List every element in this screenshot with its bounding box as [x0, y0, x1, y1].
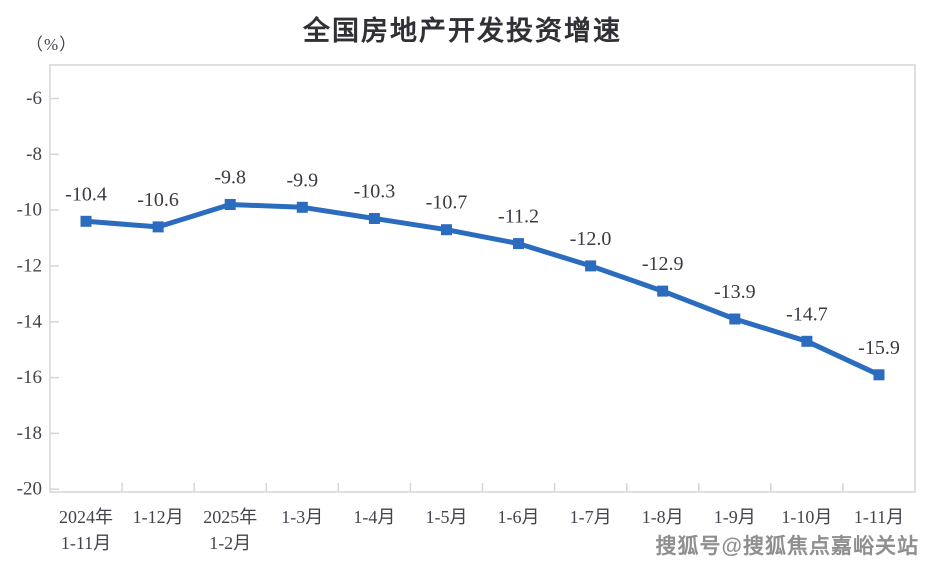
data-point-marker: [224, 199, 236, 210]
x-tick-label: 1-10月: [781, 507, 832, 527]
x-tick-label: 1-6月: [498, 507, 540, 527]
data-point-marker: [801, 335, 813, 347]
data-point-marker: [441, 224, 452, 236]
data-point-marker: [729, 313, 741, 325]
plot-border: [49, 64, 916, 493]
data-point-label: -9.9: [286, 169, 318, 191]
data-point-marker: [657, 285, 669, 297]
data-point-label: -10.3: [354, 181, 396, 203]
x-tick-label: 1-12月: [133, 507, 184, 527]
data-point-marker: [585, 260, 597, 272]
data-point-label: -12.0: [570, 228, 612, 250]
data-point-label: -14.7: [786, 303, 828, 325]
x-tick-label: 2024年: [59, 507, 113, 527]
series-line: [83, 202, 882, 378]
data-point-label: -10.6: [137, 189, 179, 211]
x-tick-label: 1-4月: [353, 507, 395, 527]
data-point-label: -10.7: [426, 192, 468, 214]
watermark: 搜狐号@搜狐焦点嘉峪关站: [655, 535, 919, 558]
y-tick-label: -20: [17, 479, 42, 500]
y-tick-label: -8: [26, 144, 42, 165]
y-tick-label: -14: [17, 311, 43, 332]
y-tick-label: -10: [17, 200, 42, 221]
chart-title: 全国房地产开发投资增速: [303, 16, 622, 46]
data-point-marker: [513, 238, 524, 250]
data-point-label: -11.2: [498, 206, 539, 228]
data-point-label: -9.8: [214, 167, 246, 189]
data-point-marker: [873, 369, 885, 381]
y-tick-label: -18: [17, 423, 42, 444]
data-point-label: -10.4: [65, 183, 107, 205]
x-tick-label: 1-8月: [642, 507, 684, 527]
data-point-label: -15.9: [858, 337, 900, 359]
x-tick-label: 1-2月: [209, 533, 251, 553]
x-tick-label: 1-7月: [570, 507, 612, 527]
data-point-label: -12.9: [642, 253, 684, 275]
data-point-label: -13.9: [714, 281, 756, 303]
x-tick-label: 1-9月: [714, 507, 756, 527]
x-tick-label: 1-11月: [854, 507, 904, 527]
y-tick-label: -6: [26, 88, 42, 109]
data-point-marker: [296, 201, 308, 213]
x-tick-label: 2025年: [203, 507, 257, 527]
data-point-marker: [152, 221, 164, 233]
x-tick-label: 1-5月: [426, 507, 468, 527]
y-tick-label: -12: [17, 255, 42, 276]
x-tick-label: 1-3月: [281, 507, 323, 527]
x-tick-label: 1-11月: [61, 533, 111, 553]
data-point-marker: [368, 213, 380, 224]
y-tick-label: -16: [17, 367, 42, 388]
data-point-marker: [80, 215, 92, 227]
y-axis-unit-label: （%）: [26, 35, 78, 54]
